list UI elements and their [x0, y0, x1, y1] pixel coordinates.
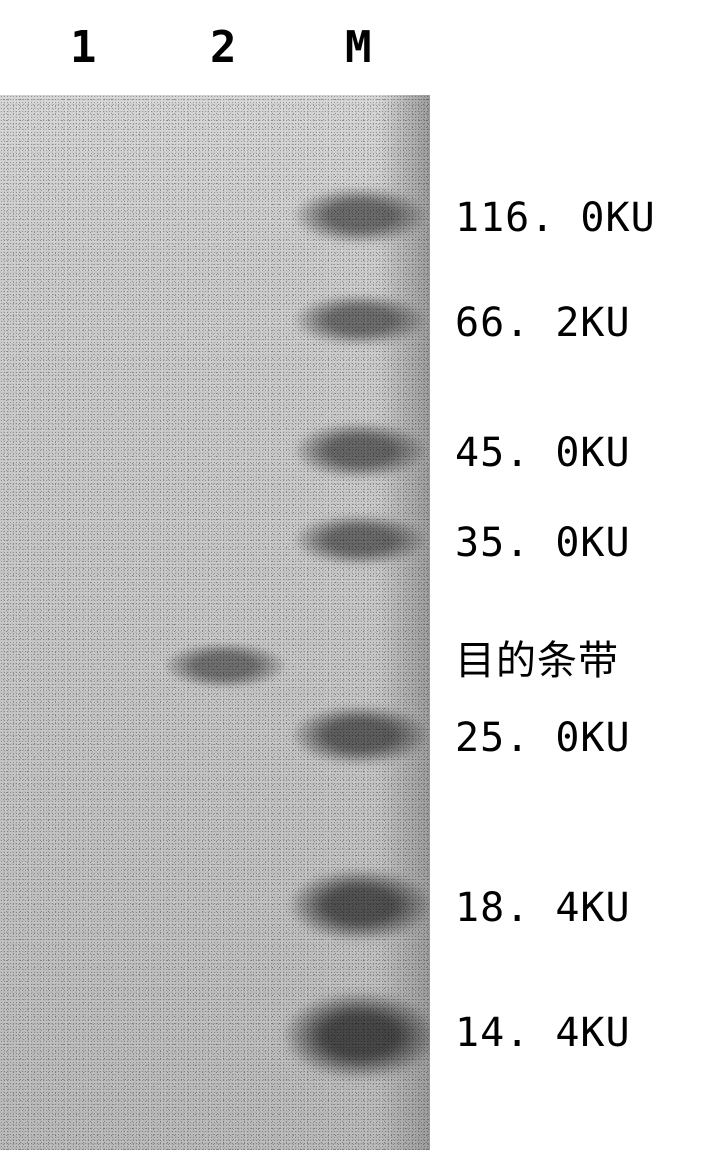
marker-label-2: 45. 0KU: [455, 430, 631, 476]
gel-area: [0, 95, 430, 1150]
band-lane-M-3: [295, 515, 425, 565]
band-lane-M-1: [295, 295, 425, 345]
lane-header-2: 2: [210, 22, 237, 73]
marker-label-7: 14. 4KU: [455, 1010, 631, 1056]
band-lane-M-4: [293, 706, 428, 764]
lane-header-1: 1: [70, 22, 97, 73]
marker-label-3: 35. 0KU: [455, 520, 631, 566]
marker-label-0: 116. 0KU: [455, 195, 656, 241]
marker-label-1: 66. 2KU: [455, 300, 631, 346]
band-lane-M-2: [295, 423, 425, 478]
marker-label-6: 18. 4KU: [455, 885, 631, 931]
lane-header-M: M: [345, 22, 372, 73]
band-lane-M-5: [290, 870, 430, 940]
marker-label-5: 25. 0KU: [455, 715, 631, 761]
band-lane-2-0: [165, 643, 285, 688]
lane-header-row: 1 2 M: [0, 0, 430, 95]
band-lane-M-0: [295, 188, 425, 243]
target-band-label: 目的条带: [455, 628, 619, 686]
band-lane-M-6: [285, 993, 430, 1078]
